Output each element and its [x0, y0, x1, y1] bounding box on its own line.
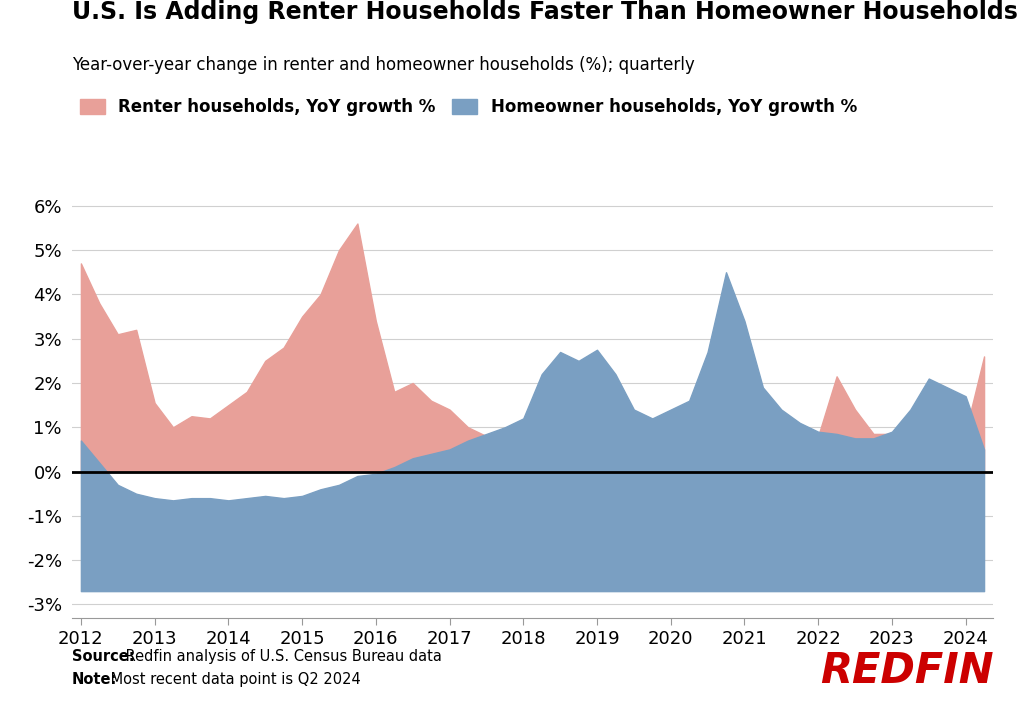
Legend: Renter households, YoY growth %, Homeowner households, YoY growth %: Renter households, YoY growth %, Homeown… — [80, 98, 857, 116]
Text: Note:: Note: — [72, 672, 117, 687]
Text: Most recent data point is Q2 2024: Most recent data point is Q2 2024 — [106, 672, 361, 687]
Text: Year-over-year change in renter and homeowner households (%); quarterly: Year-over-year change in renter and home… — [72, 56, 694, 75]
Text: Redfin analysis of U.S. Census Bureau data: Redfin analysis of U.S. Census Bureau da… — [121, 649, 441, 664]
Text: REDFIN: REDFIN — [819, 650, 993, 692]
Text: Source:: Source: — [72, 649, 134, 664]
Text: U.S. Is Adding Renter Households Faster Than Homeowner Households: U.S. Is Adding Renter Households Faster … — [72, 1, 1018, 24]
